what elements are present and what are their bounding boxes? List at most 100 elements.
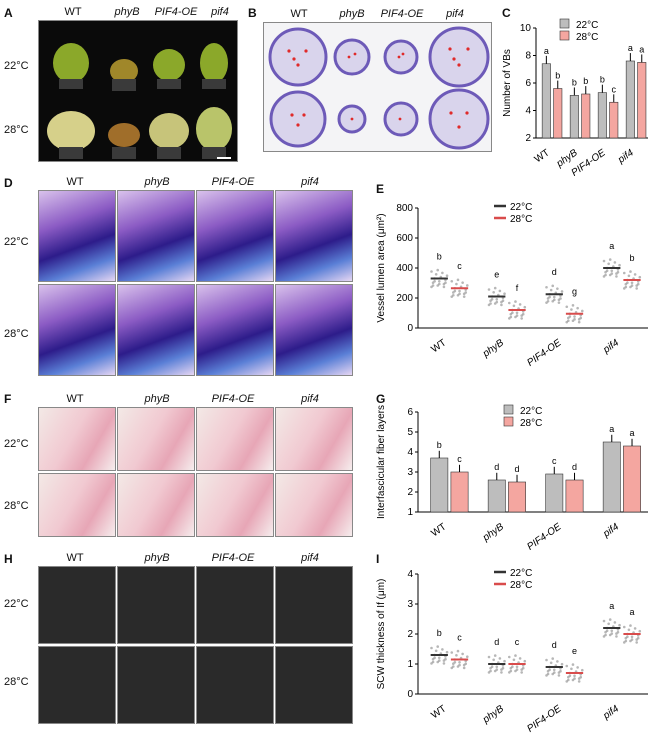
stem-section-drawing [268, 26, 490, 150]
bar [637, 62, 647, 139]
y-tick-label: 0 [407, 323, 413, 334]
data-point [458, 289, 461, 293]
sem-wt-22 [38, 566, 116, 644]
significance-letter: c [552, 456, 557, 466]
data-point [616, 270, 620, 274]
data-point [610, 632, 614, 635]
y-tick-label: 0 [407, 689, 413, 700]
data-point [615, 275, 618, 278]
data-point [624, 285, 628, 289]
xylem-stain-pif4oe-28 [196, 284, 274, 376]
chart-vessel-lumen-area: 0 200 400 600 800 Vessel lumen area (μm²) b c WT… [376, 202, 648, 369]
bar [545, 473, 564, 513]
rowhead-d-22: 22°C [4, 236, 29, 248]
legend-label: 22°C [510, 568, 532, 579]
data-point [560, 290, 564, 293]
data-point [604, 273, 607, 277]
data-point [605, 269, 609, 273]
significance-letter: b [555, 71, 560, 81]
data-point [442, 662, 446, 665]
data-point [602, 259, 606, 263]
y-tick-label: 2 [525, 133, 531, 144]
data-point [549, 661, 553, 665]
data-point [630, 638, 634, 641]
x-tick-label: PIF4-OE [525, 703, 563, 735]
data-point [450, 279, 454, 283]
panel-letter-a: A [4, 6, 13, 20]
bar [487, 479, 506, 513]
y-tick-label: 6 [407, 407, 413, 418]
data-point [458, 292, 461, 296]
data-point [610, 629, 614, 633]
x-tick-label: phyB [480, 337, 506, 360]
data-point [610, 269, 614, 273]
data-point [445, 274, 449, 277]
data-point [626, 281, 629, 285]
data-point [442, 285, 446, 289]
data-point [557, 301, 561, 304]
significance-letter: a [639, 44, 644, 54]
legend-label: 22°C [510, 202, 532, 213]
bar [625, 60, 635, 139]
rowhead-f-28: 28°C [4, 500, 29, 512]
rowhead-d-28: 28°C [4, 328, 29, 340]
xylem-stain-wt-28 [38, 284, 116, 376]
data-point [514, 300, 517, 303]
colhead-d-pif4oe: PIF4-OE [211, 176, 255, 188]
data-point [511, 311, 514, 315]
data-point [523, 305, 527, 309]
data-point [605, 629, 609, 633]
colhead-h-pif4oe: PIF4-OE [211, 552, 255, 564]
sem-phyb-28 [117, 646, 195, 724]
data-point [489, 669, 492, 673]
data-point [551, 284, 555, 288]
data-point [458, 663, 461, 667]
sem-pif4-22 [275, 566, 353, 644]
y-tick-label: 8 [525, 51, 531, 62]
data-point [629, 270, 632, 273]
significance-letter: a [609, 424, 614, 434]
data-point [461, 281, 464, 284]
panel-letter-g: G [376, 392, 386, 406]
colhead-a-wt: WT [64, 6, 82, 18]
data-point [629, 624, 632, 627]
legend-swatch [559, 30, 570, 41]
data-point [545, 285, 548, 289]
legend-swatch [503, 404, 514, 415]
data-point [515, 311, 519, 315]
legend-label: 28°C [520, 418, 542, 429]
data-point [635, 287, 638, 290]
data-point [546, 672, 550, 676]
bar [508, 481, 526, 513]
colhead-h-wt: WT [66, 552, 84, 564]
xylem-stain-phyb-22 [117, 190, 195, 282]
data-point [441, 271, 444, 275]
legend-label: 22°C [520, 406, 542, 417]
x-tick-label: pif4 [601, 337, 622, 356]
data-point [503, 659, 506, 663]
data-point [552, 298, 556, 302]
data-point [492, 291, 495, 294]
data-point [580, 309, 584, 313]
data-point [573, 318, 576, 321]
fiber-stain-wt-22 [38, 407, 116, 471]
y-tick-label: 200 [396, 293, 413, 304]
data-point [515, 665, 519, 669]
colhead-f-phyb: phyB [144, 393, 170, 405]
data-point [433, 656, 436, 660]
x-tick-label: WT [429, 337, 448, 355]
data-point [622, 271, 626, 275]
y-tick-label: 4 [525, 106, 531, 117]
y-tick-label: 1 [407, 659, 413, 670]
data-point [450, 651, 454, 654]
data-point [626, 635, 629, 639]
data-point [461, 652, 464, 656]
plant-photo-drawing [47, 43, 232, 159]
legend-label: 28°C [510, 214, 532, 225]
colhead-b-phyb: phyB [339, 8, 365, 20]
rowhead-f-22: 22°C [4, 438, 29, 450]
y-axis-label: Vessel lumen area (μm²) [376, 213, 387, 322]
data-point [633, 273, 637, 276]
y-tick-label: 6 [525, 78, 531, 89]
significance-letter: c [457, 261, 462, 271]
